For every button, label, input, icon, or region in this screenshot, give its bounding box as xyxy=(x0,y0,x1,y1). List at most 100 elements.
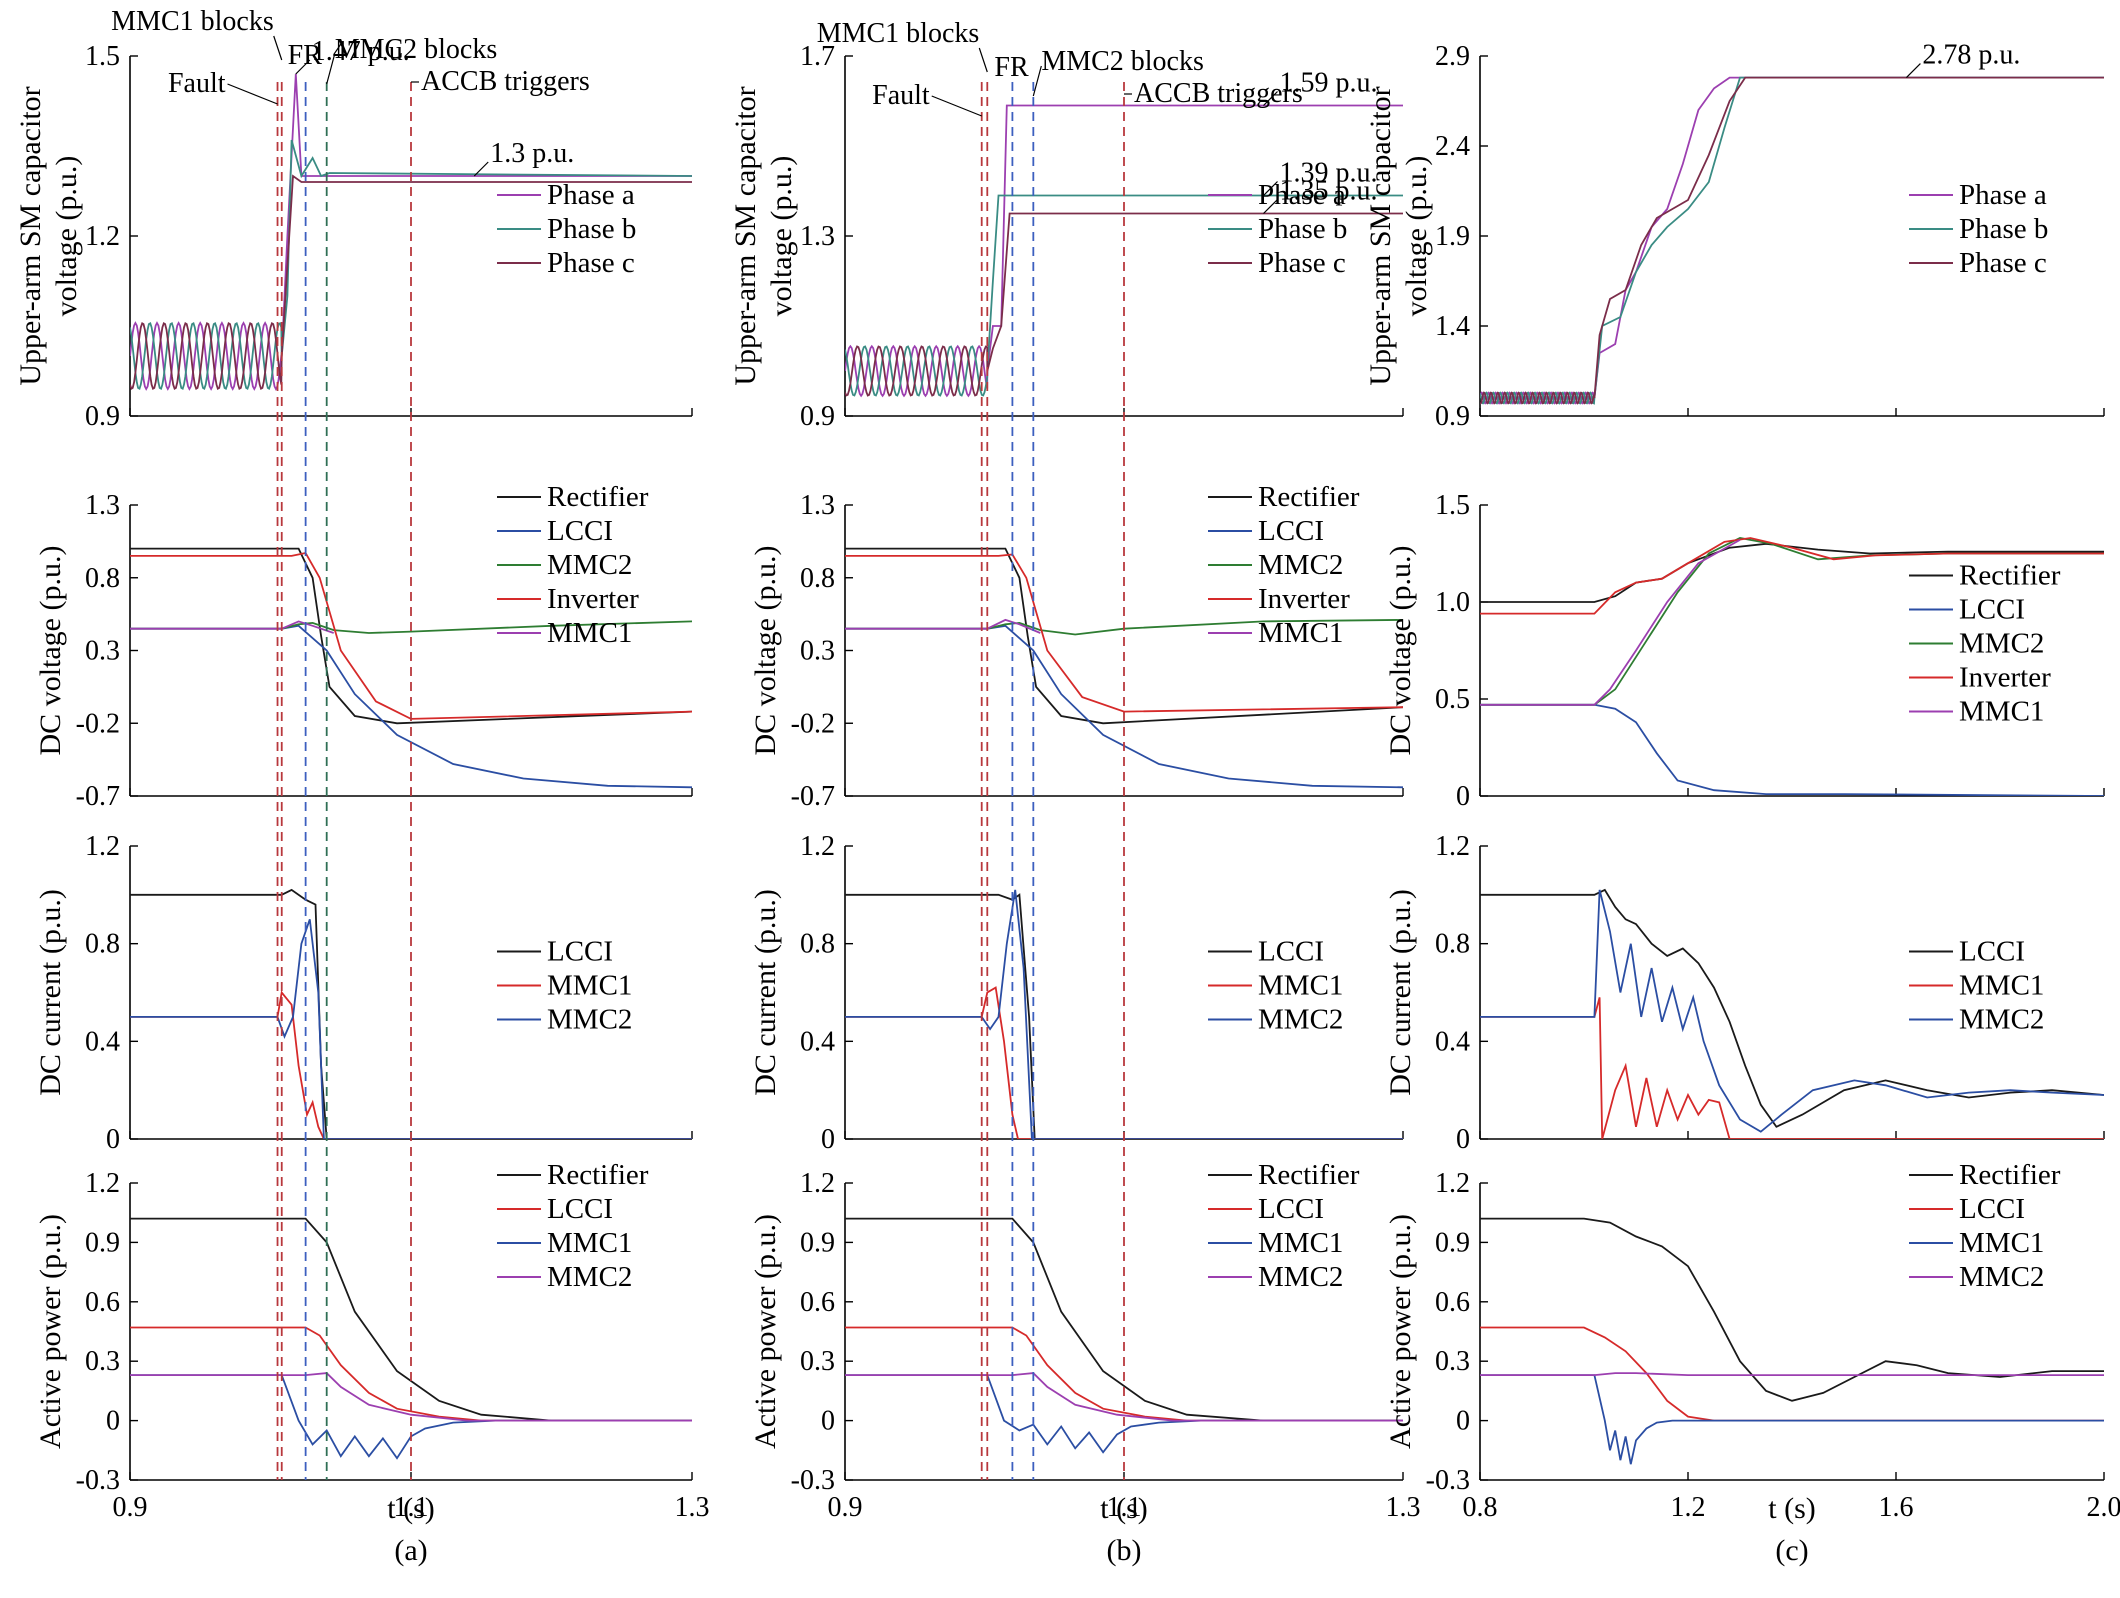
panel-b-2: -0.7 -0.2 0.3 0.8 1.3 DC voltage (p.u.) Rectif… xyxy=(749,481,1404,812)
legend-entry: Phase c xyxy=(1959,247,2047,279)
y-tick-label: 0.3 xyxy=(1435,1346,1470,1377)
y-axis-label: Active power (p.u.) xyxy=(1384,1214,1417,1449)
y-tick-label: 0.8 xyxy=(800,929,835,960)
panel-a-2: -0.7 -0.2 0.3 0.8 1.3 DC voltage (p.u.) Rectif… xyxy=(34,481,693,812)
panel-b-4: -0.3 0 0.3 0.6 0.9 1.2 0.9 1.1 1.3 Active power (… xyxy=(749,1159,1421,1523)
y-axis-label-line: DC current (p.u.) xyxy=(34,889,67,1096)
legend-entry: MMC2 xyxy=(547,1004,632,1036)
x-tick-label: 1.6 xyxy=(1879,1492,1914,1523)
y-tick-label: 1.2 xyxy=(85,1168,120,1199)
legend-entry: MMC2 xyxy=(1258,1261,1343,1293)
y-tick-label: 1.2 xyxy=(800,1168,835,1199)
y-tick-label: 0 xyxy=(106,1124,120,1155)
legend-entry: LCCI xyxy=(1258,1193,1324,1225)
series-line-phase-c xyxy=(845,212,1403,397)
y-axis-label: DC current (p.u.) xyxy=(749,889,782,1096)
series-line-rectifier xyxy=(1480,1217,2104,1402)
series-line-mmc2 xyxy=(845,619,1403,636)
legend-entry: Phase b xyxy=(1258,213,1347,245)
annotation-leader xyxy=(1905,63,1921,79)
legend-entry: LCCI xyxy=(1258,515,1324,547)
y-tick-label: 0 xyxy=(1456,1124,1470,1155)
series-line-mmc2 xyxy=(130,919,692,1139)
x-tick-label: 1.1 xyxy=(1107,1492,1142,1523)
event-leader xyxy=(1032,65,1042,97)
y-axis-label-line: DC voltage (p.u.) xyxy=(34,546,67,756)
y-tick-label: 0.8 xyxy=(85,563,120,594)
y-tick-label: 2.9 xyxy=(1435,41,1470,72)
legend-entry: Phase a xyxy=(1258,179,1346,211)
series-line-rectifier xyxy=(845,547,1403,725)
y-axis-label: Upper-arm SM capacitor voltage (p.u.) xyxy=(1364,86,1433,385)
y-tick-label: 0 xyxy=(821,1124,835,1155)
legend-entry: LCCI xyxy=(547,515,613,547)
series-line-mmc2 xyxy=(130,1372,692,1422)
y-tick-label: 1.9 xyxy=(1435,221,1470,252)
series-line-inverter xyxy=(130,551,692,720)
series-line-rectifier xyxy=(1480,542,2104,603)
y-tick-label: 0.8 xyxy=(800,563,835,594)
x-tick-label: 0.9 xyxy=(828,1492,863,1523)
x-tick-label: 0.9 xyxy=(113,1492,148,1523)
series-line-lcci xyxy=(1480,703,2104,796)
y-tick-label: 1.2 xyxy=(1435,831,1470,862)
x-axis-label: t (s) xyxy=(387,1492,435,1525)
legend-entry: MMC1 xyxy=(547,970,632,1002)
y-tick-label: 2.4 xyxy=(1435,131,1470,162)
y-tick-label: 0.4 xyxy=(800,1026,835,1057)
y-tick-label: 0.4 xyxy=(1435,1026,1470,1057)
y-tick-label: 1.3 xyxy=(800,490,835,521)
y-tick-label: 0.9 xyxy=(85,401,120,432)
annotation-leader xyxy=(473,161,489,177)
event-label: FR xyxy=(994,52,1029,83)
legend-entry: Rectifier xyxy=(1258,481,1360,513)
y-axis-label-line: Active power (p.u.) xyxy=(34,1214,67,1449)
y-tick-label: -0.3 xyxy=(76,1465,120,1496)
series-line-mmc1 xyxy=(1480,997,2104,1139)
series-group xyxy=(130,73,692,391)
y-axis-label-line: DC voltage (p.u.) xyxy=(1384,546,1417,756)
y-tick-label: 0.3 xyxy=(85,636,120,667)
series-line-mmc1 xyxy=(130,990,692,1139)
x-tick-label: 1.3 xyxy=(1386,1492,1421,1523)
series-group xyxy=(130,1217,692,1460)
series-line-phase-c xyxy=(130,174,692,391)
series-group xyxy=(1480,537,2104,796)
y-tick-label: 0.9 xyxy=(800,401,835,432)
x-axis-label: t (s) xyxy=(1100,1492,1148,1525)
value-annotation: 1.35 p.u. xyxy=(1280,176,1378,207)
panel-c-2: 0 0.5 1.0 1.5 DC voltage (p.u.) RectifierLCCI… xyxy=(1384,490,2105,812)
legend-entry: MMC1 xyxy=(547,617,632,649)
series-group xyxy=(1480,1217,2104,1465)
y-tick-label: 0 xyxy=(1456,1406,1470,1437)
annotation-leader xyxy=(1263,199,1278,214)
legend-entry: Inverter xyxy=(547,583,639,615)
y-axis-label-line: Upper-arm SM capacitor xyxy=(1364,86,1397,385)
legend-entry: MMC1 xyxy=(1959,696,2044,728)
series-group xyxy=(1480,76,2104,405)
y-tick-label: 0.9 xyxy=(85,1227,120,1258)
legend-entry: Phase b xyxy=(547,213,636,245)
series-line-rectifier xyxy=(130,1217,692,1422)
series-line-lcci xyxy=(845,1326,1403,1422)
legend-entry: Phase a xyxy=(1959,179,2047,211)
legend-entry: MMC2 xyxy=(1258,549,1343,581)
legend-entry: Phase b xyxy=(1959,213,2048,245)
legend-entry: Inverter xyxy=(1959,662,2051,694)
series-line-mmc2 xyxy=(845,1372,1403,1422)
